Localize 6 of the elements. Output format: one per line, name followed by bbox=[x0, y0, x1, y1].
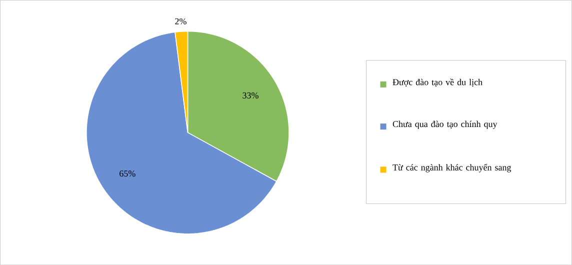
legend-label: Chưa qua đào tạo chính quy bbox=[392, 120, 498, 129]
legend-label: Được đào tạo về du lịch bbox=[392, 78, 482, 87]
data-label: 2% bbox=[175, 18, 186, 24]
data-label: 65% bbox=[120, 170, 136, 177]
data-label: 33% bbox=[242, 92, 258, 98]
legend-label: Từ các ngành khác chuyển sang bbox=[392, 164, 512, 172]
